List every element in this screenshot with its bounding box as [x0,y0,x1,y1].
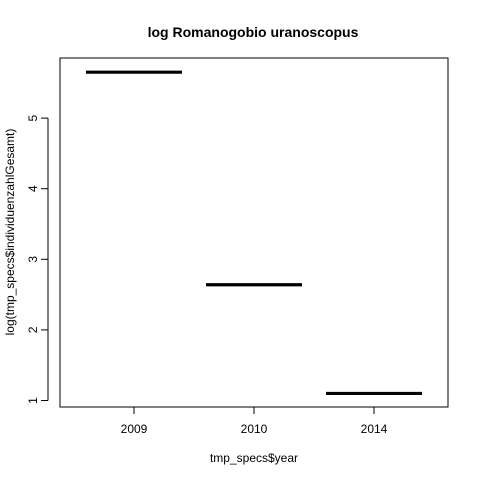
x-axis: 2009 2010 2014 [121,406,388,436]
chart-title: log Romanogobio uranoscopus [148,24,359,40]
plot-frame [59,57,449,408]
x-tick-label: 2010 [241,422,268,436]
y-axis: 1 2 3 4 5 [26,114,49,404]
y-tick-label: 1 [26,397,40,404]
x-tick-label: 2009 [121,422,148,436]
x-tick-label: 2014 [361,422,388,436]
x-axis-label: tmp_specs$year [210,451,298,465]
y-tick-label: 3 [26,256,40,263]
y-tick-label: 4 [26,185,40,192]
y-axis-label: log(tmp_specs$individuenzahlGesamt) [3,129,17,336]
y-tick-label: 2 [26,326,40,333]
y-tick-label: 5 [26,114,40,121]
series-marks [86,70,422,396]
